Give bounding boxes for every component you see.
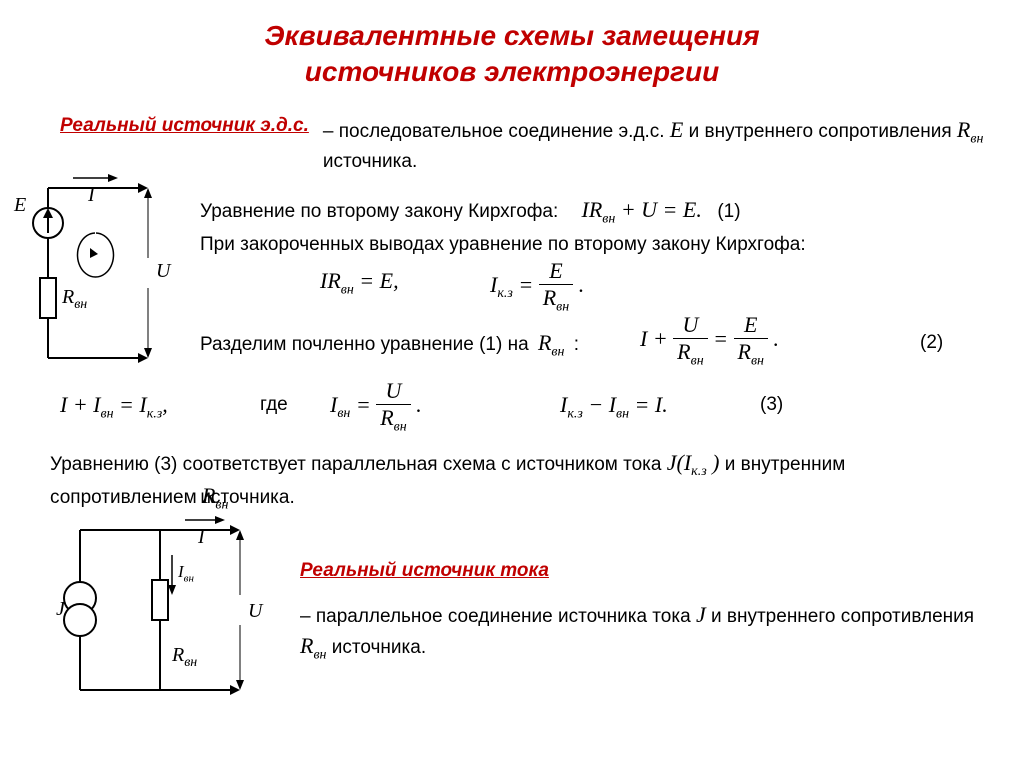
eq1-b: + U = E. <box>615 197 702 222</box>
sym-Rvn: R <box>957 117 970 142</box>
title-line-1: Эквивалентные схемы замещения <box>0 18 1024 54</box>
section-2-heading: Реальный источник тока <box>300 560 549 582</box>
c1-Rvn-label: Rвн <box>62 286 87 313</box>
sym-Rvn-sub: вн <box>970 131 983 146</box>
circuit-emf: E I U Rвн <box>18 178 178 373</box>
para-eq3: Уравнению (3) соответствует параллельная… <box>50 448 990 515</box>
eq2-num: (2) <box>920 330 943 357</box>
eq-ir-e: IRвн = E, <box>320 268 399 298</box>
title-line-2: источников электроэнергии <box>0 54 1024 90</box>
c1-U-label: U <box>156 260 170 283</box>
where-label: где <box>260 392 288 419</box>
kirchhoff-2-text: При закороченных выводах уравнение по вт… <box>200 232 1000 259</box>
sec1-t1a: – последовательное соединение э.д.с. <box>323 121 670 142</box>
eq-2-full: I + URвн = ERвн . <box>640 312 779 369</box>
eq1-num: (1) <box>717 201 740 222</box>
sec1-desc: – последовательное соединение э.д.с. E и… <box>323 115 990 176</box>
c2-I-label: I <box>198 526 205 549</box>
eq3-num: (3) <box>760 392 783 419</box>
sec1-t1c: источника. <box>323 151 417 172</box>
eq1-a: IR <box>582 197 603 222</box>
c1-E-label: E <box>14 194 26 217</box>
kirchhoff-1-text: Уравнение по второму закону Кирхгофа: <box>200 201 558 222</box>
page-title: Эквивалентные схемы замещения источников… <box>0 0 1024 91</box>
eq-line3-c: Iк.з − Iвн = I. <box>560 392 668 422</box>
c2-U-label: U <box>248 600 262 623</box>
section-1-heading: Реальный источник э.д.с. <box>60 115 309 137</box>
eq1-sub: вн <box>602 211 615 226</box>
sec2-desc: – параллельное соединение источника тока… <box>300 600 980 665</box>
eq-line3-b: Iвн = URвн . <box>330 378 422 435</box>
divide-line: Разделим почленно уравнение (1) на Rвн : <box>200 328 579 362</box>
c1-I-label: I <box>88 184 95 207</box>
sec1-t1b: и внутреннего сопротивления <box>689 121 957 142</box>
circuit-current-source: J I Iвн U Rвн <box>50 520 270 715</box>
c2-J-label: J <box>56 598 65 621</box>
eq-ikz: Iк.з = ERвн . <box>490 258 584 315</box>
eq-line3-a: I + Iвн = Iк.з, <box>60 392 168 422</box>
c2-Ivn-label: Iвн <box>178 562 194 584</box>
sym-E: E <box>670 117 683 142</box>
c2-Rvn-label: Rвн <box>172 644 197 671</box>
